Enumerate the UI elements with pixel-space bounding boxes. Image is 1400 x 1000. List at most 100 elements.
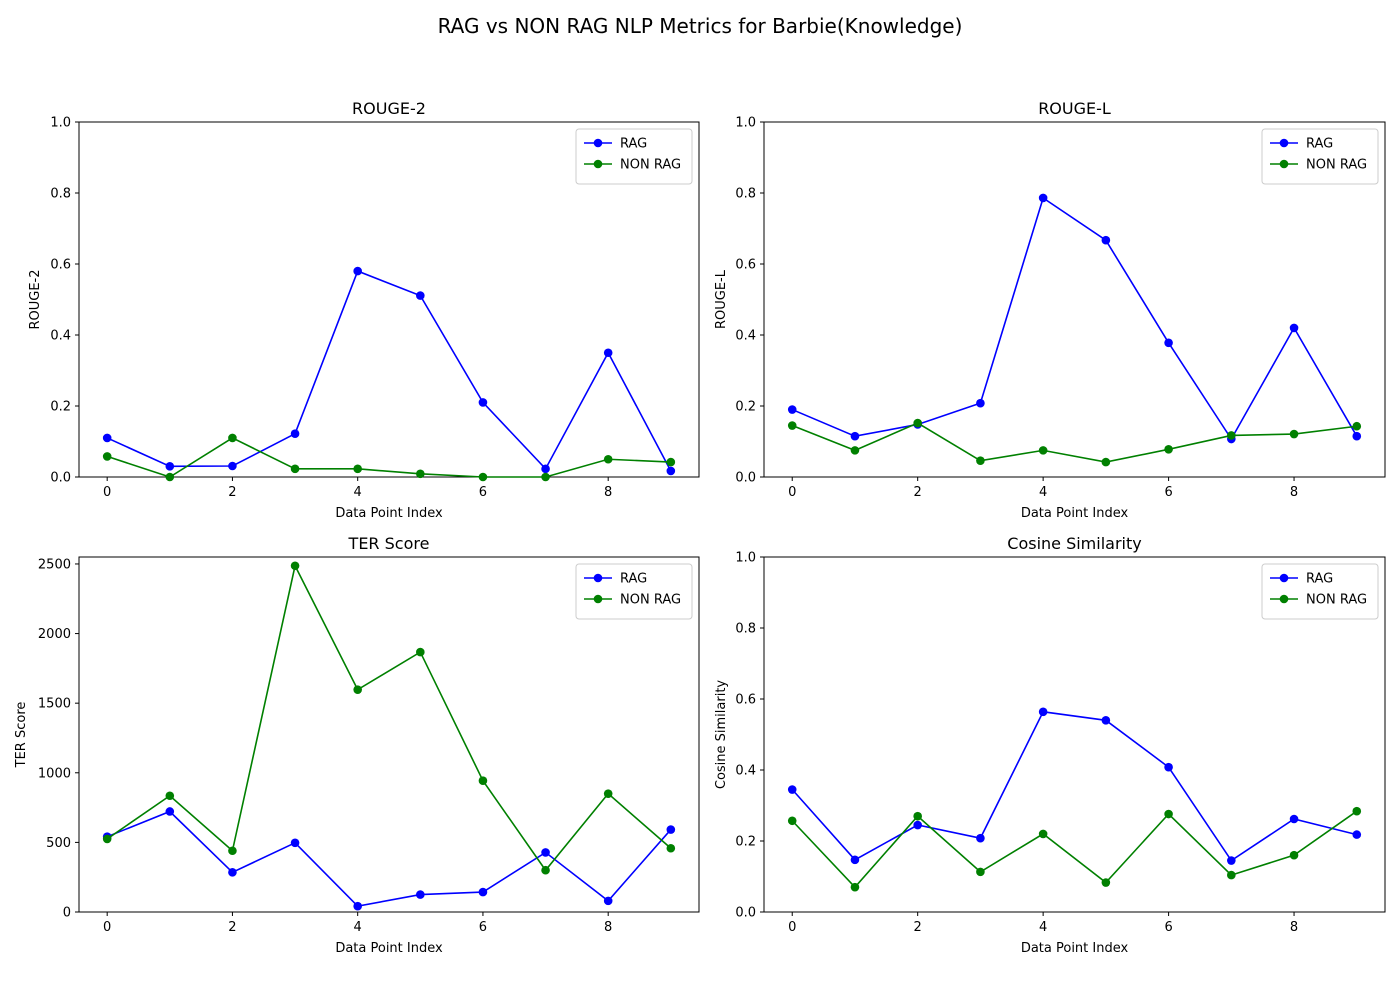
data-point-rag xyxy=(913,820,922,830)
chart-panel-1: ROUGE-2 0 2 4 6 8 0.0 0.2 0.4 0.6 0.8 1.0 Data Point… xyxy=(28,99,700,521)
y-tick-label: 0.0 xyxy=(735,471,756,486)
y-tick-label: 1.0 xyxy=(50,116,71,131)
legend-marker-rag xyxy=(1279,138,1289,148)
y-tick-label: 1500 xyxy=(38,697,71,712)
data-point-non-rag xyxy=(290,464,300,474)
data-point-non-rag xyxy=(290,561,300,571)
data-point-rag xyxy=(1038,193,1048,203)
legend-marker-rag xyxy=(593,138,603,148)
data-point-non-rag xyxy=(228,846,237,856)
legend-label-rag: RAG xyxy=(1306,572,1333,587)
data-point-rag xyxy=(541,848,550,857)
x-axis-label: Data Point Index xyxy=(335,506,443,521)
data-point-rag xyxy=(416,890,425,899)
y-tick-label: 0.8 xyxy=(735,187,756,202)
data-point-rag xyxy=(603,348,613,358)
data-point-non-rag xyxy=(1352,421,1362,431)
data-point-rag xyxy=(290,429,300,438)
data-point-non-rag xyxy=(1289,850,1299,860)
data-point-non-rag xyxy=(478,472,488,482)
panel-title: Cosine Similarity xyxy=(1007,534,1141,553)
y-tick-label: 2000 xyxy=(38,627,71,642)
data-point-rag xyxy=(541,464,550,474)
data-point-rag xyxy=(165,807,175,816)
x-axis-label: Data Point Index xyxy=(335,941,443,956)
x-tick-label: 2 xyxy=(914,920,922,935)
x-tick-label: 4 xyxy=(1039,920,1047,935)
y-tick-label: 1.0 xyxy=(735,551,756,566)
data-point-non-rag xyxy=(1038,446,1048,455)
data-point-non-rag xyxy=(165,791,175,801)
y-tick-label: 0.2 xyxy=(735,400,756,415)
y-axis-label: TER Score xyxy=(14,702,29,769)
series-line-rag xyxy=(106,270,672,472)
x-tick-label: 0 xyxy=(103,485,111,500)
data-point-rag xyxy=(353,266,362,276)
data-point-non-rag xyxy=(1101,878,1111,887)
legend: RAG NON RAG xyxy=(575,128,693,185)
data-point-non-rag xyxy=(478,776,488,786)
data-point-rag xyxy=(1352,431,1362,441)
panel-title: TER Score xyxy=(348,534,430,553)
figure-title: RAG vs NON RAG NLP Metrics for Barbie(Kn… xyxy=(437,14,963,38)
data-point-non-rag xyxy=(913,418,922,428)
y-tick-label: 0.4 xyxy=(50,329,71,344)
legend-marker-non-rag xyxy=(1279,594,1289,604)
data-point-rag xyxy=(787,785,797,794)
y-axis-label: ROUGE-L xyxy=(714,269,729,329)
x-tick-label: 2 xyxy=(228,485,236,500)
series-line-non-rag xyxy=(106,437,671,478)
data-point-rag xyxy=(290,838,300,848)
data-point-non-rag xyxy=(541,865,550,875)
data-point-rag xyxy=(1038,707,1048,717)
data-point-non-rag xyxy=(976,867,985,877)
x-tick-label: 8 xyxy=(604,920,612,935)
legend-label-rag: RAG xyxy=(620,572,647,587)
data-point-non-rag xyxy=(1038,829,1048,839)
data-point-non-rag xyxy=(603,454,613,464)
data-point-rag xyxy=(1164,338,1173,348)
data-point-non-rag xyxy=(102,452,112,461)
x-axis-label: Data Point Index xyxy=(1021,941,1129,956)
legend-label-non-rag: NON RAG xyxy=(620,158,681,173)
data-point-rag xyxy=(102,433,112,443)
data-point-rag xyxy=(1289,814,1299,824)
y-tick-label: 2500 xyxy=(38,557,71,572)
legend-marker-non-rag xyxy=(593,594,603,604)
data-point-non-rag xyxy=(1227,870,1236,880)
series-line-non-rag xyxy=(791,810,1358,889)
data-point-non-rag xyxy=(416,469,425,479)
y-tick-label: 500 xyxy=(46,836,71,851)
data-point-rag xyxy=(478,398,488,407)
legend-marker-rag xyxy=(1279,573,1289,583)
plot-frame xyxy=(78,556,700,913)
data-point-rag xyxy=(976,398,985,408)
plot-frame xyxy=(78,121,700,478)
x-tick-label: 0 xyxy=(788,485,796,500)
x-tick-label: 6 xyxy=(479,485,487,500)
data-point-rag xyxy=(1289,323,1299,333)
y-tick-label: 0.8 xyxy=(50,187,71,202)
x-tick-label: 2 xyxy=(228,920,236,935)
data-point-non-rag xyxy=(102,834,112,844)
data-point-rag xyxy=(850,431,860,441)
y-tick-label: 0 xyxy=(63,906,71,921)
legend-label-rag: RAG xyxy=(1306,137,1333,152)
series-line-non-rag xyxy=(106,563,672,872)
x-tick-label: 2 xyxy=(914,485,922,500)
y-tick-label: 0.6 xyxy=(735,258,756,273)
legend-label-non-rag: NON RAG xyxy=(1306,158,1367,173)
x-tick-label: 8 xyxy=(604,485,612,500)
y-axis-label: Cosine Similarity xyxy=(714,680,729,790)
data-point-non-rag xyxy=(541,472,550,482)
panel-title: ROUGE-2 xyxy=(352,99,426,118)
data-point-rag xyxy=(666,825,676,834)
data-point-non-rag xyxy=(228,433,237,443)
data-point-rag xyxy=(850,855,860,865)
y-tick-label: 0.4 xyxy=(735,764,756,779)
legend: RAG NON RAG xyxy=(1261,128,1379,185)
x-tick-label: 0 xyxy=(788,920,796,935)
data-point-non-rag xyxy=(1101,457,1111,467)
data-point-non-rag xyxy=(416,647,425,657)
